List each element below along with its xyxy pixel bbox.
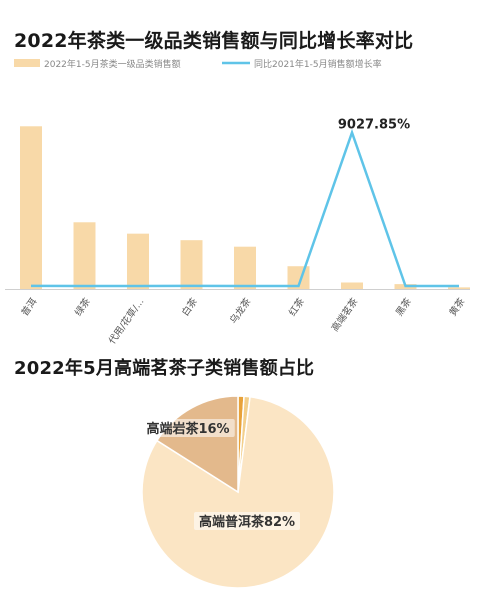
pie-label-text-2: 高端岩茶16% <box>146 421 229 437</box>
bar-7 <box>341 282 363 289</box>
data-label-peak: 9027.85% <box>338 118 410 133</box>
pie-label-text-1: 高端普洱茶82% <box>199 514 295 530</box>
bar-2 <box>73 222 96 289</box>
legend-bar-swatch <box>14 59 40 67</box>
pie-label-2: 高端岩茶16% <box>141 419 235 437</box>
bar-3 <box>127 233 149 289</box>
bar-line-chart: 2022年1-5月茶类一级品类销售额 同比2021年1-5月销售额增长率 9027.… <box>5 58 470 345</box>
pie-label-bg-1 <box>194 512 300 530</box>
bar-9 <box>448 287 470 289</box>
bar-1 <box>20 126 42 289</box>
legend: 2022年1-5月茶类一级品类销售额 同比2021年1-5月销售额增长率 <box>14 58 382 70</box>
chart-title-2: 2022年5月高端茗茶子类销售额占比 <box>14 358 315 379</box>
legend-bar-label: 2022年1-5月茶类一级品类销售额 <box>44 58 181 70</box>
pie-label-1: 高端普洱茶82% <box>194 512 300 530</box>
pie-label-bg-2 <box>141 419 235 437</box>
bar-4 <box>180 240 203 289</box>
chart-title-1: 2022年茶类一级品类销售额与同比增长率对比 <box>14 30 414 52</box>
legend-line-label: 同比2021年1-5月销售额增长率 <box>254 58 382 70</box>
bar-5 <box>234 246 256 289</box>
